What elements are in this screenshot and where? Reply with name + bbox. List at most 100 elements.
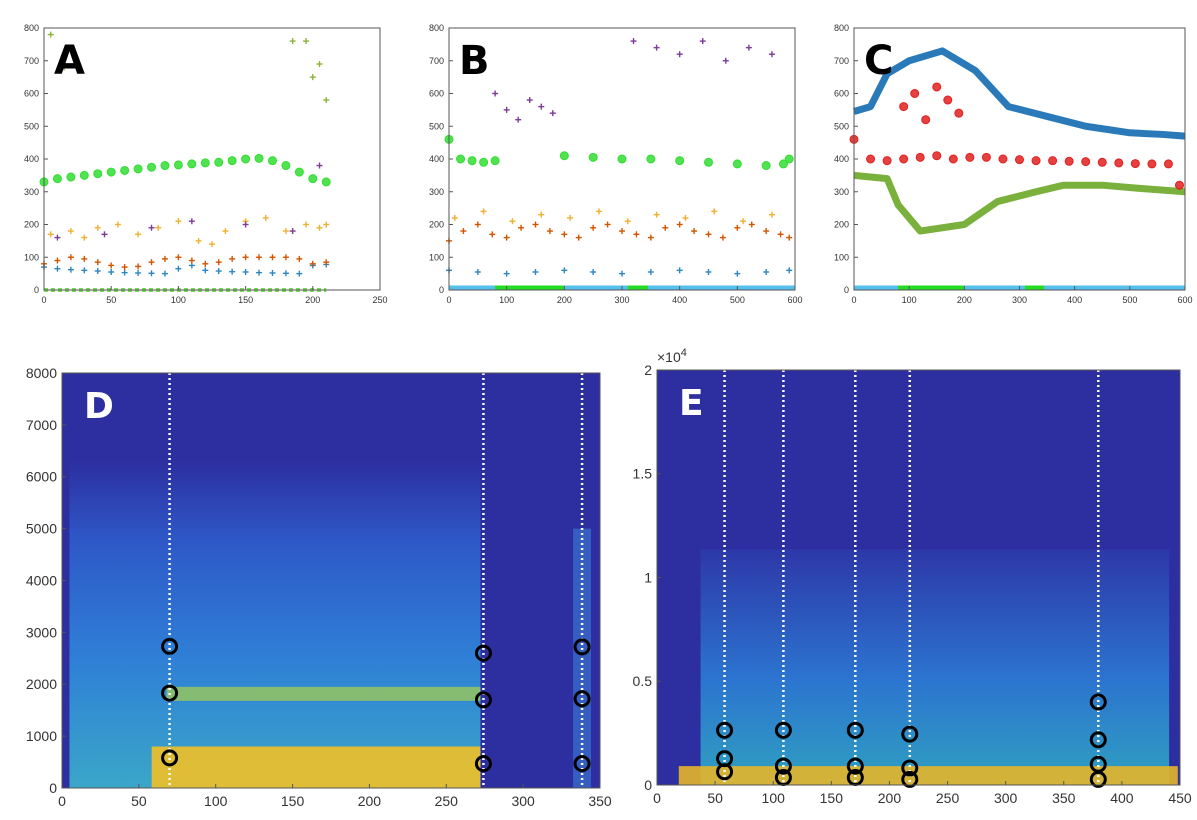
data-point <box>761 161 771 171</box>
data-point <box>948 154 958 164</box>
data-point <box>734 224 741 231</box>
data-point <box>79 170 89 180</box>
data-point <box>768 51 775 58</box>
data-point <box>106 167 116 177</box>
data-point <box>289 38 296 45</box>
formant-marker <box>716 750 734 768</box>
x-tick-label: 450 <box>1168 790 1192 806</box>
data-point <box>954 108 964 118</box>
y-tick-label: 8000 <box>26 365 57 381</box>
x-tick-label: 300 <box>614 295 629 305</box>
formant-marker <box>573 755 591 773</box>
data-point <box>187 159 197 169</box>
data-point <box>281 161 291 171</box>
data-point <box>768 211 775 218</box>
data-point <box>617 154 627 164</box>
data-point <box>567 214 574 221</box>
data-point <box>624 218 631 225</box>
data-point <box>296 255 303 262</box>
formant-marker <box>1089 693 1107 711</box>
data-point <box>94 268 101 275</box>
data-point <box>676 51 683 58</box>
data-point <box>282 228 289 235</box>
y-tick-label: 500 <box>24 121 39 131</box>
data-point <box>52 174 62 184</box>
data-point <box>921 115 931 125</box>
data-point <box>308 174 318 184</box>
data-point <box>526 97 533 104</box>
y-tick-label: 300 <box>429 187 444 197</box>
y-tick-label: 400 <box>834 154 849 164</box>
data-point <box>202 260 209 267</box>
data-point <box>215 259 222 266</box>
data-point <box>1064 156 1074 166</box>
x-tick-label: 100 <box>171 295 186 305</box>
data-point <box>515 116 522 123</box>
formant-marker <box>573 690 591 708</box>
data-point <box>147 162 157 172</box>
data-point <box>321 177 331 187</box>
data-point <box>1031 156 1041 166</box>
data-point <box>705 231 712 238</box>
data-point <box>135 231 142 238</box>
formant-marker <box>161 684 179 702</box>
data-point <box>549 110 556 117</box>
formant-marker <box>474 755 492 773</box>
data-point <box>1015 155 1024 165</box>
x-tick-label: 500 <box>730 295 745 305</box>
data-point <box>54 257 61 264</box>
data-point <box>94 224 101 231</box>
data-point <box>148 270 155 277</box>
formant-marker <box>901 759 919 777</box>
data-point <box>503 106 510 113</box>
data-point <box>479 157 489 167</box>
panel-e: 0 50 100 150 200 250 300 350 400 450 0 0.5 1 1.5 2 E ×10… <box>620 335 1195 815</box>
energy-band <box>151 746 481 788</box>
x-tick-label: 400 <box>1110 790 1134 806</box>
data-point <box>676 267 683 274</box>
data-point <box>492 90 499 97</box>
energy-region <box>700 549 1170 785</box>
y-tick-label: 7000 <box>26 417 57 433</box>
y-tick-label: 100 <box>834 252 849 262</box>
panel-d: 0 50 100 150 200 250 300 350 0 1000 2000 3000 4000 50… <box>0 350 612 815</box>
data-point <box>653 211 660 218</box>
x-tick-label: 200 <box>557 295 572 305</box>
y-tick-label: 0 <box>34 285 39 295</box>
y-tick-label: 700 <box>834 56 849 66</box>
x-tick-label: 50 <box>131 793 147 809</box>
x-tick-label: 200 <box>305 295 320 305</box>
data-point <box>148 224 155 231</box>
data-point <box>1174 180 1184 190</box>
data-point <box>532 268 539 275</box>
panel-label: C <box>864 38 893 84</box>
y-tick-label: 0 <box>844 285 849 295</box>
formant-marker <box>161 637 179 655</box>
data-point <box>133 164 143 174</box>
data-point <box>474 221 481 228</box>
data-point <box>595 208 602 215</box>
data-point <box>229 268 236 275</box>
data-point <box>175 265 182 272</box>
y-tick-label: 5000 <box>26 521 57 537</box>
x-tick-label: 250 <box>435 793 459 809</box>
data-point <box>303 221 310 228</box>
data-point <box>943 95 953 105</box>
x-tick-label: 350 <box>1052 790 1076 806</box>
data-point <box>323 97 330 104</box>
data-point <box>114 221 121 228</box>
energy-band <box>678 766 1178 785</box>
y-tick-label: 200 <box>24 220 39 230</box>
y-tick-label: 600 <box>24 89 39 99</box>
y-tick-label: 200 <box>429 220 444 230</box>
y-tick-label: 300 <box>834 187 849 197</box>
data-point <box>559 151 569 161</box>
x-tick-label: 300 <box>511 793 535 809</box>
x-tick-label: 600 <box>787 295 802 305</box>
y-tick-label: 2000 <box>26 676 57 692</box>
data-point <box>866 154 876 164</box>
data-point <box>214 157 224 167</box>
data-point <box>633 231 640 238</box>
y-tick-label: 800 <box>834 23 849 33</box>
data-point <box>998 154 1008 164</box>
